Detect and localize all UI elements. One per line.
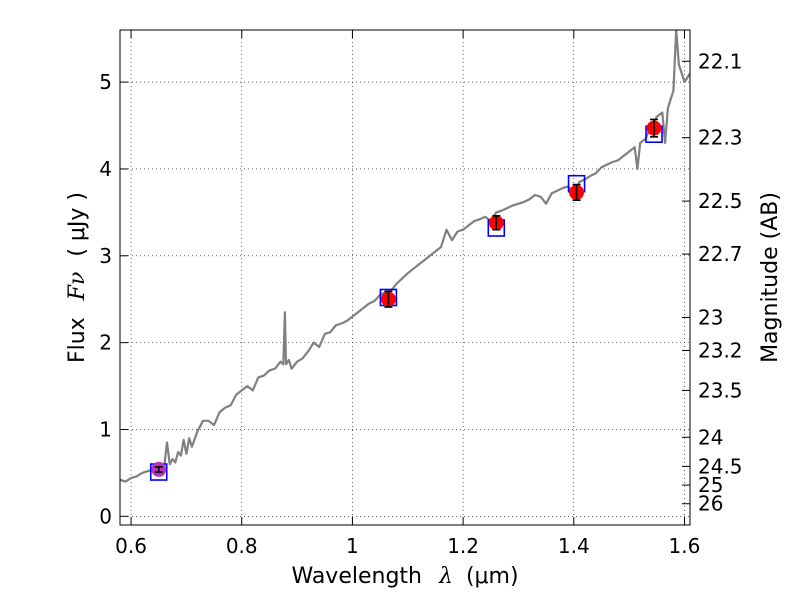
x-axis-label: Wavelength λ (μm) (291, 564, 518, 589)
y-tick-label: 1 (99, 417, 112, 441)
x-tick-label: 1.6 (669, 534, 701, 558)
magnitude-tick-label: 25 (698, 473, 723, 497)
grid-lines (120, 30, 690, 525)
magnitude-tick-label: 23 (698, 305, 723, 329)
x-tick-label: 1.4 (558, 534, 590, 558)
magnitude-tick-label: 22.3 (698, 126, 743, 150)
y-tick-label: 3 (99, 244, 112, 268)
y-tick-label: 2 (99, 331, 112, 355)
x-tick-label: 0.6 (115, 534, 147, 558)
photometry-markers (149, 118, 663, 481)
x-tick-label: 0.8 (226, 534, 258, 558)
y-tick-label: 0 (99, 504, 112, 528)
y-tick-label: 5 (99, 70, 112, 94)
plot-frame (119, 29, 691, 526)
x-tick-label: 1 (346, 534, 359, 558)
y-axis-label: Flux Fν ( μJy ) (65, 192, 90, 363)
magnitude-tick-label: 22.7 (698, 242, 743, 266)
magnitude-tick-label: 22.1 (698, 49, 743, 73)
x-tick-label: 1.2 (447, 534, 479, 558)
magnitude-tick-label: 24.5 (698, 454, 743, 478)
magnitude-tick-label: 26 (698, 492, 723, 516)
magnitude-axis-label: Magnitude (AB) (758, 192, 783, 363)
magnitude-tick-label: 24 (698, 425, 723, 449)
magnitude-tick-label: 23.5 (698, 378, 743, 402)
axis-ticks: 0.6 0.8 1 1.2 1.4 1.601234522.122.322.522.723… (99, 30, 743, 558)
magnitude-tick-label: 22.5 (698, 189, 743, 213)
y-tick-label: 4 (99, 157, 112, 181)
magnitude-tick-label: 23.2 (698, 338, 743, 362)
